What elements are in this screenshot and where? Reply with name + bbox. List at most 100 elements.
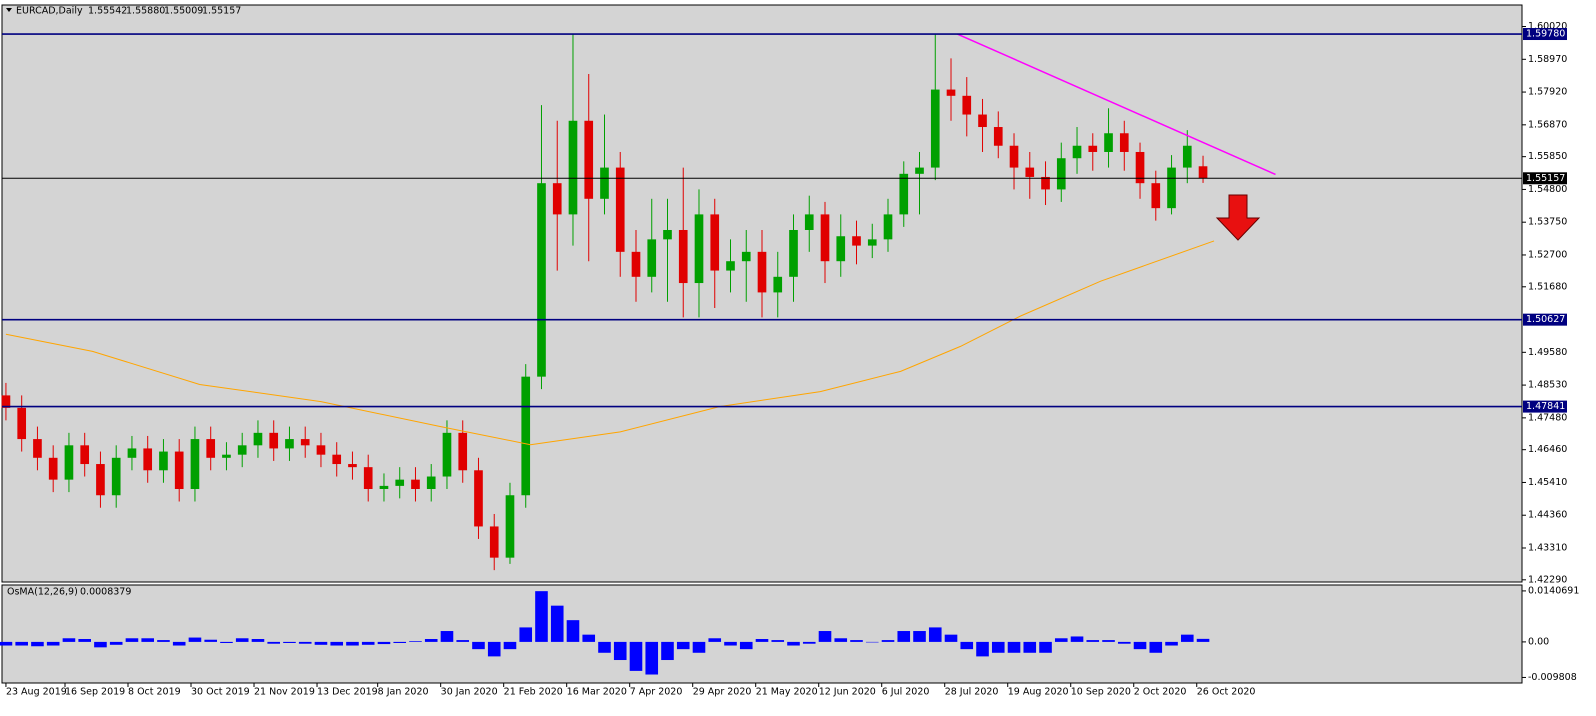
candle-body [458, 432, 468, 471]
level-label-box [1523, 28, 1567, 41]
menu-icon[interactable] [6, 8, 12, 12]
candle-body [1198, 166, 1208, 179]
x-tick-label: 21 Nov 2019 [254, 687, 315, 698]
y-tick-label: 0.00 [1528, 636, 1549, 647]
osma-bar [928, 627, 942, 642]
osma-bar [251, 639, 265, 642]
osma-bar [1023, 641, 1037, 653]
osma-bar [787, 641, 800, 646]
candle-body [206, 439, 216, 458]
level-label-box [1523, 400, 1567, 413]
candle-body [190, 439, 200, 490]
osma-bar [125, 638, 139, 642]
osma-title: OsMA(12,26,9) [7, 587, 78, 598]
osma-bar [802, 641, 816, 644]
candle-body [836, 236, 846, 262]
candle-body [111, 457, 121, 496]
osma-bar [204, 639, 218, 642]
candle-body [726, 261, 735, 271]
candle-body [804, 214, 814, 230]
osma-bar [94, 641, 107, 648]
level-label: 1.47841 [1526, 401, 1565, 412]
candle-body [332, 454, 342, 465]
candle-body [789, 229, 798, 277]
osma-bar [393, 641, 407, 643]
candle-body [300, 439, 310, 446]
osma-bar [944, 634, 958, 642]
quote-close: 1.55157 [202, 6, 241, 17]
candle-body [253, 432, 263, 446]
osma-bar [1117, 641, 1131, 644]
candle-body [1151, 183, 1161, 209]
candle-body [993, 127, 1003, 146]
candle-body [316, 445, 326, 455]
quote-high: 1.55880 [126, 6, 165, 17]
osma-bar [472, 641, 485, 650]
osma-bar [409, 641, 422, 642]
x-tick-label: 19 Aug 2020 [1008, 687, 1069, 698]
osma-bar [724, 641, 737, 646]
y-tick-label: 1.45410 [1528, 477, 1567, 488]
candle-body [48, 457, 58, 480]
osma-bar [991, 641, 1005, 653]
osma-bar [661, 641, 674, 661]
osma-bar [598, 641, 611, 653]
candle-body [694, 214, 704, 284]
y-tick-label: 1.52700 [1528, 249, 1567, 260]
osma-bar [377, 641, 391, 645]
candle-body [1167, 167, 1176, 209]
candle-body [537, 183, 546, 377]
candle-body [552, 183, 562, 215]
osma-bar [31, 641, 44, 647]
y-tick-label: 1.44360 [1528, 510, 1567, 521]
x-tick-label: 30 Jan 2020 [441, 687, 498, 698]
candle-body [96, 464, 105, 496]
level-label: 1.59780 [1526, 29, 1565, 40]
candle-body [1182, 145, 1192, 168]
osma-bar [157, 640, 170, 642]
x-tick-label: 23 Aug 2019 [6, 687, 67, 698]
y-tick-label: 1.46460 [1528, 444, 1567, 455]
osma-bar [834, 638, 848, 642]
candle-body [899, 173, 909, 215]
candle-body [568, 120, 578, 215]
osma-bar [487, 641, 501, 657]
y-tick-label: 1.43310 [1528, 542, 1567, 553]
x-tick-label: 21 May 2020 [756, 687, 818, 698]
candle-body [663, 229, 672, 240]
candle-body [820, 214, 830, 262]
osma-bar [1165, 641, 1178, 646]
candle-body [474, 470, 483, 527]
candle-body [584, 120, 594, 199]
candle-body [883, 214, 893, 240]
candle-body [521, 376, 531, 496]
candle-body [1056, 158, 1066, 190]
candle-body [1025, 167, 1035, 177]
x-tick-label: 8 Oct 2019 [128, 687, 181, 698]
osma-bar [330, 641, 344, 646]
y-tick-label: 1.47480 [1528, 412, 1567, 423]
x-tick-label: 10 Sep 2020 [1071, 687, 1131, 698]
candle-body [962, 95, 972, 115]
candle-body [269, 432, 279, 449]
osma-bar [960, 641, 974, 650]
osma-bar [46, 641, 60, 646]
y-tick-label: 1.53750 [1528, 217, 1567, 228]
candle-body [1104, 133, 1113, 152]
candle-body [127, 448, 137, 458]
candle-body [600, 167, 609, 199]
candle-body [1119, 133, 1129, 152]
candle-body [1088, 145, 1098, 152]
candle-body [946, 89, 956, 96]
candle-body [426, 476, 436, 490]
candle-body [80, 445, 90, 465]
osma-bar [109, 641, 123, 645]
level-label-box [1523, 313, 1567, 326]
osma-bar [1039, 641, 1052, 653]
osma-bar [629, 641, 643, 671]
osma-bar [1070, 636, 1084, 642]
osma-bar [850, 640, 863, 642]
plot-layer: 1.42290 1.43310 1.44360 1.45410 1.46460 1.474… [0, 21, 1579, 698]
down-arrow [1215, 194, 1261, 241]
osma-pane [1, 584, 1523, 684]
